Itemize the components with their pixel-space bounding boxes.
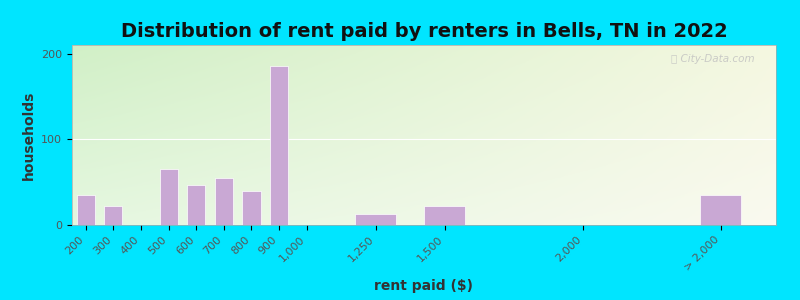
Bar xyxy=(159,169,178,225)
Bar xyxy=(187,185,206,225)
Bar xyxy=(77,195,95,225)
Bar xyxy=(355,214,396,225)
Title: Distribution of rent paid by renters in Bells, TN in 2022: Distribution of rent paid by renters in … xyxy=(121,22,727,41)
Bar xyxy=(701,195,741,225)
Bar xyxy=(270,66,288,225)
Text: Ⓜ City-Data.com: Ⓜ City-Data.com xyxy=(671,54,755,64)
Bar xyxy=(104,206,122,225)
Bar xyxy=(242,191,261,225)
X-axis label: rent paid ($): rent paid ($) xyxy=(374,279,474,293)
Y-axis label: households: households xyxy=(22,90,35,180)
Bar xyxy=(424,206,465,225)
Bar xyxy=(214,178,233,225)
